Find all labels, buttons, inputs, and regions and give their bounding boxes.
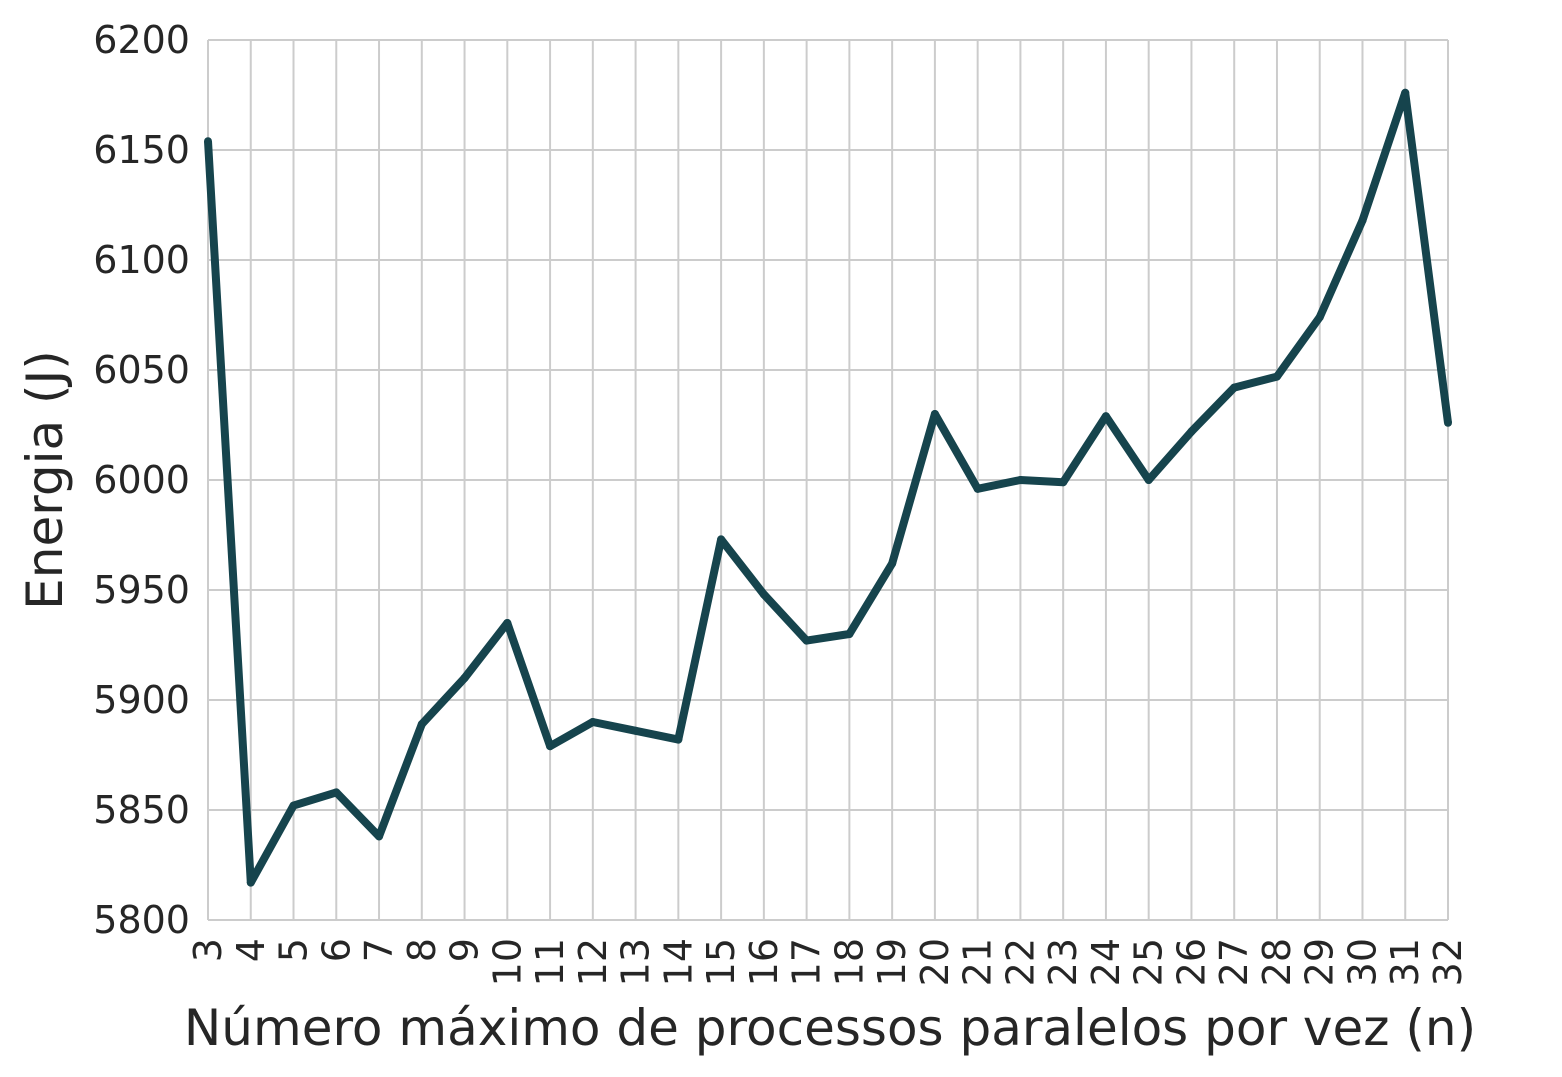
x-tick-label: 22 (998, 938, 1042, 986)
x-tick-label: 12 (571, 938, 615, 986)
data-point (1016, 476, 1025, 484)
x-tick-label: 29 (1298, 938, 1342, 986)
y-tick-label: 6150 (93, 128, 190, 172)
data-point (289, 801, 298, 810)
data-point (1315, 313, 1324, 322)
data-point (888, 559, 897, 568)
data-point (759, 590, 768, 599)
x-tick-label: 19 (870, 938, 914, 986)
x-tick-label: 15 (699, 938, 743, 986)
data-point (417, 720, 426, 729)
x-tick-labels: 3456789101112131415161718192021222324252… (186, 938, 1470, 986)
x-tick-label: 31 (1383, 938, 1427, 986)
data-point (375, 832, 384, 841)
x-tick-label: 7 (357, 938, 401, 962)
x-tick-label: 8 (400, 938, 444, 962)
x-tick-label: 4 (229, 938, 273, 962)
y-tick-label: 5900 (93, 678, 190, 722)
x-axis-label: Número máximo de processos paralelos por… (184, 999, 1476, 1057)
x-tick-label: 27 (1212, 938, 1256, 986)
y-tick-label: 6200 (93, 18, 190, 62)
data-point (460, 674, 469, 682)
data-point (1101, 412, 1110, 421)
x-tick-label: 21 (956, 938, 1000, 986)
y-tick-label: 6000 (93, 458, 190, 502)
y-tick-labels: 5800 5850 5900 5950 6000 6050 6100 6150 6200 (93, 18, 190, 942)
data-point (1401, 88, 1410, 97)
x-tick-label: 5 (272, 938, 316, 962)
series-line (204, 88, 1452, 887)
data-point (1144, 476, 1153, 484)
x-tick-label: 14 (656, 938, 700, 986)
x-tick-label: 9 (443, 938, 487, 962)
data-point (1444, 418, 1452, 427)
x-tick-label: 6 (314, 938, 358, 962)
data-point (631, 726, 640, 735)
data-point (1272, 372, 1281, 381)
x-tick-label: 11 (528, 938, 572, 986)
data-point (717, 535, 726, 544)
data-point (246, 878, 255, 887)
y-tick-label: 6100 (93, 238, 190, 282)
x-tick-label: 24 (1084, 938, 1128, 986)
y-tick-label: 5850 (93, 788, 190, 832)
data-point (674, 735, 683, 744)
data-point (1230, 383, 1239, 392)
data-point (1059, 478, 1068, 487)
data-point (588, 718, 597, 726)
data-point (503, 619, 512, 627)
grid (207, 39, 1449, 921)
data-point (332, 788, 341, 797)
x-tick-label: 32 (1426, 938, 1470, 986)
y-tick-label: 5800 (93, 898, 190, 942)
y-tick-label: 5950 (93, 568, 190, 612)
x-tick-label: 26 (1169, 938, 1213, 986)
data-point (973, 484, 982, 493)
x-tick-label: 30 (1340, 938, 1384, 986)
y-axis-label: Energia (J) (16, 350, 74, 610)
data-point (1187, 427, 1196, 436)
series-layer (204, 88, 1452, 887)
x-tick-label: 16 (742, 938, 786, 986)
data-point (930, 410, 939, 418)
data-point (845, 630, 854, 638)
x-tick-label: 10 (485, 938, 529, 986)
data-point (1358, 216, 1367, 225)
data-point (546, 742, 555, 751)
x-tick-label: 18 (827, 938, 871, 986)
x-tick-label: 23 (1041, 938, 1085, 986)
x-tick-label: 3 (186, 938, 230, 962)
x-tick-label: 25 (1127, 938, 1171, 986)
x-tick-label: 17 (785, 938, 829, 986)
y-tick-label: 6050 (93, 348, 190, 392)
data-point (802, 636, 811, 645)
x-tick-label: 20 (913, 938, 957, 986)
data-point (204, 137, 212, 146)
x-tick-label: 28 (1255, 938, 1299, 986)
x-tick-label: 13 (614, 938, 658, 986)
